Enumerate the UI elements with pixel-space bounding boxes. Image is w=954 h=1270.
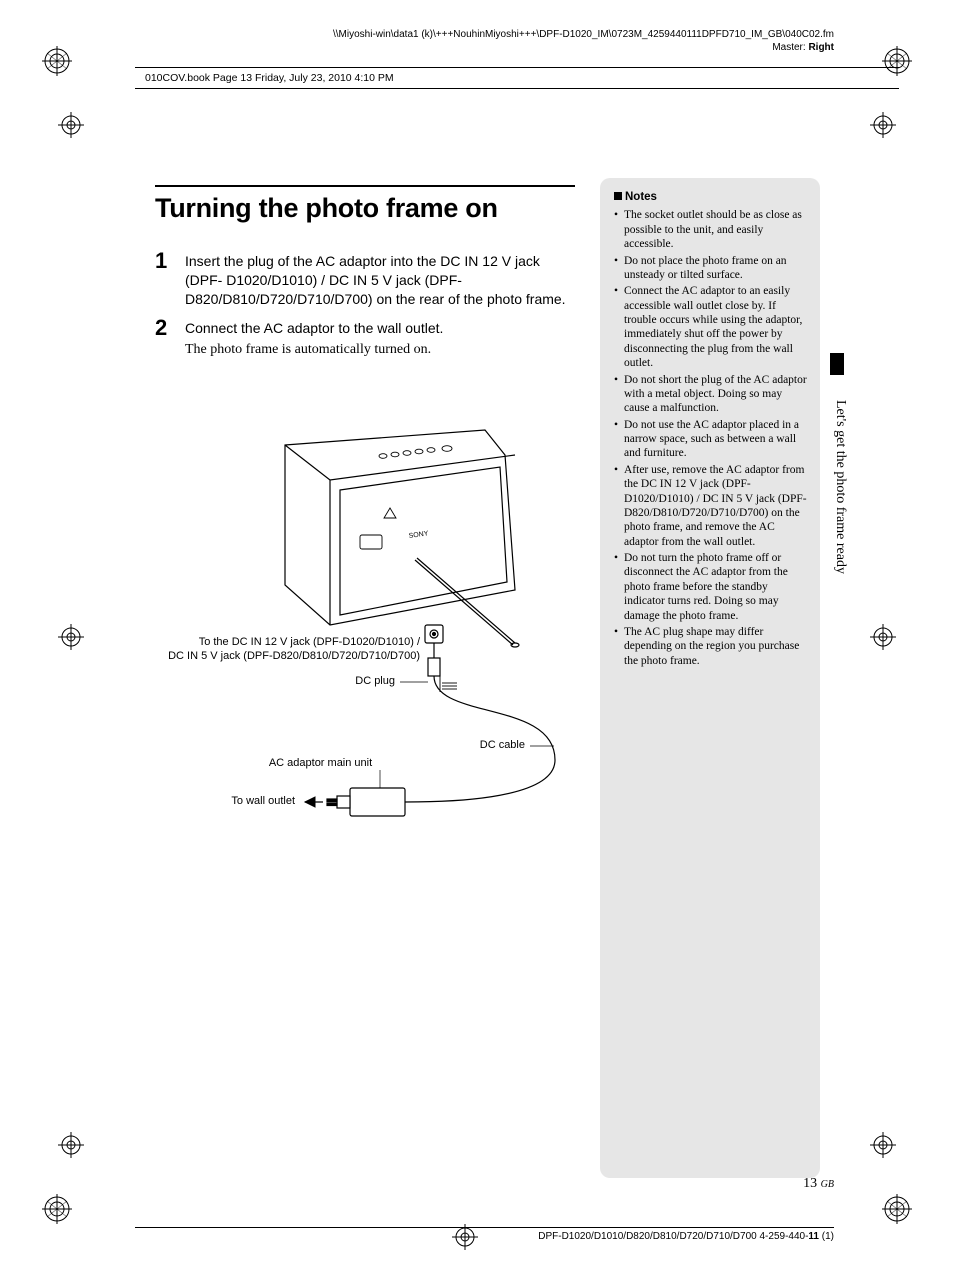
crosshair-mark-icon (58, 624, 84, 650)
step-subtext: The photo frame is automatically turned … (185, 341, 575, 360)
footer-rev: 11 (808, 1231, 819, 1242)
registration-mark-icon (42, 1194, 72, 1224)
label-wall: To wall outlet (145, 795, 295, 807)
page-lang: GB (821, 1179, 834, 1190)
step-text: Insert the plug of the AC adaptor into t… (185, 253, 566, 307)
notes-list: The socket outlet should be as close as … (614, 208, 808, 668)
crosshair-mark-icon (870, 1132, 896, 1158)
banner-text: 010COV.book Page 13 Friday, July 23, 201… (135, 70, 899, 85)
notes-title: Notes (614, 190, 808, 204)
step-2: 2 Connect the AC adaptor to the wall out… (155, 319, 575, 360)
master-value: Right (808, 42, 834, 53)
note-item: Do not place the photo frame on an unste… (614, 254, 808, 283)
page-number-value: 13 (803, 1176, 817, 1191)
footer-line: DPF-D1020/D1010/D820/D810/D720/D710/D700… (135, 1227, 834, 1242)
registration-mark-icon (882, 46, 912, 76)
step-1: 1 Insert the plug of the AC adaptor into… (155, 252, 575, 309)
crosshair-mark-icon (58, 1132, 84, 1158)
label-jack-line2: DC IN 5 V jack (DPF-D820/D810/D720/D710/… (140, 650, 420, 662)
notes-panel: Notes The socket outlet should be as clo… (600, 178, 820, 1178)
connection-diagram: SONY (155, 410, 575, 830)
label-jack-line1: To the DC IN 12 V jack (DPF-D1020/D1010)… (140, 636, 420, 648)
note-item: Connect the AC adaptor to an easily acce… (614, 284, 808, 370)
note-item: The AC plug shape may differ depending o… (614, 625, 808, 668)
section-side-label: Let's get the photo frame ready (832, 400, 848, 574)
note-item: Do not turn the photo frame off or disco… (614, 551, 808, 623)
step-number: 1 (155, 250, 185, 272)
main-column: Turning the photo frame on 1 Insert the … (155, 185, 575, 369)
filepath-text: \\Miyoshi-win\data1 (k)\+++NouhinMiyoshi… (333, 28, 834, 41)
step-body: Connect the AC adaptor to the wall outle… (185, 319, 575, 360)
label-dc-cable: DC cable (430, 739, 525, 751)
banner-rule-bottom (135, 88, 899, 89)
page-banner: 010COV.book Page 13 Friday, July 23, 201… (135, 67, 899, 89)
footer-suffix: (1) (819, 1231, 834, 1242)
page-number: 13 GB (803, 1176, 834, 1192)
crosshair-mark-icon (870, 112, 896, 138)
note-item: Do not short the plug of the AC adaptor … (614, 373, 808, 416)
registration-mark-icon (42, 46, 72, 76)
note-item: After use, remove the AC adaptor from th… (614, 463, 808, 549)
crosshair-mark-icon (452, 1224, 478, 1250)
step-number: 2 (155, 317, 185, 339)
master-line: Master: Right (333, 41, 834, 54)
banner-rule-top (135, 67, 899, 68)
section-title: Turning the photo frame on (155, 185, 575, 224)
crosshair-mark-icon (870, 624, 896, 650)
footer-model: DPF-D1020/D1010/D820/D810/D720/D710/D700… (538, 1231, 808, 1242)
registration-mark-icon (882, 1194, 912, 1224)
crosshair-mark-icon (58, 112, 84, 138)
step-body: Insert the plug of the AC adaptor into t… (185, 252, 575, 309)
label-dc-plug: DC plug (300, 675, 395, 687)
label-ac-main: AC adaptor main unit (213, 757, 428, 769)
note-item: The socket outlet should be as close as … (614, 208, 808, 251)
master-label: Master: (772, 42, 805, 53)
step-text: Connect the AC adaptor to the wall outle… (185, 320, 443, 336)
header-filepath: \\Miyoshi-win\data1 (k)\+++NouhinMiyoshi… (333, 28, 834, 54)
section-tab-marker (830, 353, 844, 375)
note-item: Do not use the AC adaptor placed in a na… (614, 418, 808, 461)
